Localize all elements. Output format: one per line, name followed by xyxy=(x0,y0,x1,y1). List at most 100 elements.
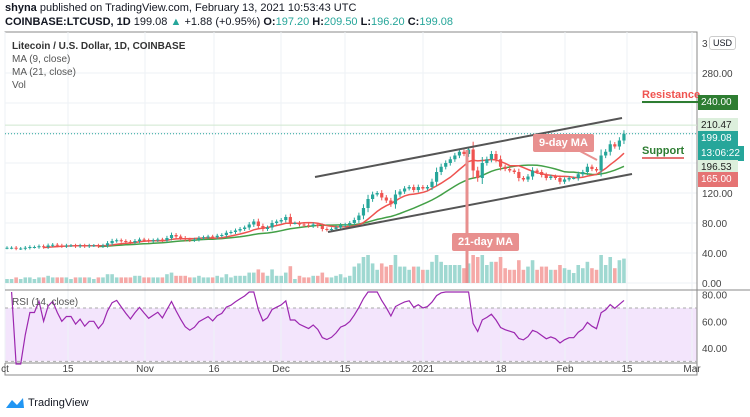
volume-bar xyxy=(361,257,366,283)
candle-body xyxy=(174,235,178,237)
volume-bar xyxy=(206,277,210,283)
candle-body xyxy=(220,235,224,236)
candle-body xyxy=(581,172,585,175)
last-price: 199.08 xyxy=(133,16,168,28)
ma9-line xyxy=(43,152,625,249)
candle-body xyxy=(448,159,452,163)
volume-bar xyxy=(137,275,142,283)
volume-bar xyxy=(146,277,151,283)
candle-body xyxy=(613,144,617,147)
volume-bar xyxy=(581,268,585,283)
volume-bar xyxy=(329,277,334,283)
volume-bar xyxy=(494,261,498,283)
volume-bar xyxy=(32,279,37,283)
candle-body xyxy=(361,208,366,216)
candle-body xyxy=(585,166,589,172)
currency-button[interactable]: USD xyxy=(709,36,737,50)
volume-bar xyxy=(590,268,594,283)
candle-body xyxy=(535,170,539,172)
candle-body xyxy=(279,220,283,222)
candle-body xyxy=(115,240,119,242)
volume-bar xyxy=(402,266,407,283)
candle-body xyxy=(594,169,599,171)
volume-bar xyxy=(457,265,462,283)
price-tick-label: 120.00 xyxy=(702,189,733,200)
candle-body xyxy=(430,181,434,187)
volume-bar xyxy=(82,277,87,283)
candle-body xyxy=(343,224,347,226)
candle-body xyxy=(302,224,306,226)
candle-body xyxy=(192,239,196,241)
tradingview-logo-icon xyxy=(6,398,24,408)
volume-bar xyxy=(549,269,553,283)
candle-body xyxy=(41,246,46,248)
support-label: Support xyxy=(642,145,685,159)
volume-bar xyxy=(192,277,197,283)
volume-bar xyxy=(558,265,562,283)
candle-body xyxy=(78,245,82,247)
volume-bar xyxy=(60,277,64,283)
volume-bar xyxy=(224,274,229,283)
legend-rsi: RSI (14, close) xyxy=(12,297,79,308)
candle-body xyxy=(526,176,530,180)
candle-body xyxy=(439,166,443,172)
candle-body xyxy=(480,163,484,178)
volume-bar xyxy=(28,277,32,283)
candle-body xyxy=(617,140,621,147)
low-value: 196.20 xyxy=(371,16,405,28)
candle-body xyxy=(183,238,187,240)
time-tick-label: 16 xyxy=(208,364,220,375)
symbol-info: COINBASE:LTCUSD, 1D 199.08 ▲ +1.88 (+0.9… xyxy=(5,16,453,28)
candle-body xyxy=(83,245,87,247)
brand-name: TradingView xyxy=(28,397,89,409)
volume-bar xyxy=(334,275,338,283)
candle-body xyxy=(243,227,247,229)
candle-body xyxy=(393,194,398,205)
volume-bar xyxy=(544,266,549,283)
volume-bar xyxy=(41,277,46,283)
candle-body xyxy=(476,170,480,178)
volume-bar xyxy=(453,265,457,283)
volume-bar xyxy=(78,277,82,283)
candle-body xyxy=(530,170,535,177)
volume-bar xyxy=(96,277,101,283)
volume-bar xyxy=(23,277,28,283)
candle-body xyxy=(46,245,50,247)
volume-bar xyxy=(265,275,270,283)
volume-bar xyxy=(379,263,384,283)
candle-body xyxy=(101,245,105,247)
candle-body xyxy=(489,154,494,160)
candle-body xyxy=(311,224,315,226)
volume-bar xyxy=(466,263,471,283)
time-tick-label: 15 xyxy=(621,364,633,375)
volume-bar xyxy=(439,261,443,283)
volume-bar xyxy=(576,265,581,283)
candle-body xyxy=(119,240,123,242)
volume-bar xyxy=(521,269,526,283)
candle-body xyxy=(5,247,9,249)
volume-bar xyxy=(233,275,238,283)
candle-body xyxy=(206,236,210,238)
volume-bar xyxy=(261,272,265,283)
volume-bar xyxy=(594,269,599,283)
volume-bar xyxy=(274,275,279,283)
volume-bar xyxy=(142,277,146,283)
volume-bar xyxy=(92,279,96,283)
candle-body xyxy=(87,245,91,247)
candle-body xyxy=(73,245,78,247)
volume-bar xyxy=(302,277,306,283)
volume-bar xyxy=(14,277,18,283)
candle-body xyxy=(215,235,219,238)
volume-bar xyxy=(507,269,512,283)
tradingview-logo[interactable]: TradingView xyxy=(5,397,89,409)
candle-body xyxy=(457,151,462,156)
candle-body xyxy=(137,239,142,241)
time-tick-label: 2021 xyxy=(412,364,435,375)
candle-body xyxy=(434,172,439,182)
close-label: C: xyxy=(407,16,420,28)
volume-bar xyxy=(178,275,183,283)
candle-body xyxy=(375,193,379,195)
candle-body xyxy=(179,236,183,238)
volume-bar xyxy=(279,275,283,283)
